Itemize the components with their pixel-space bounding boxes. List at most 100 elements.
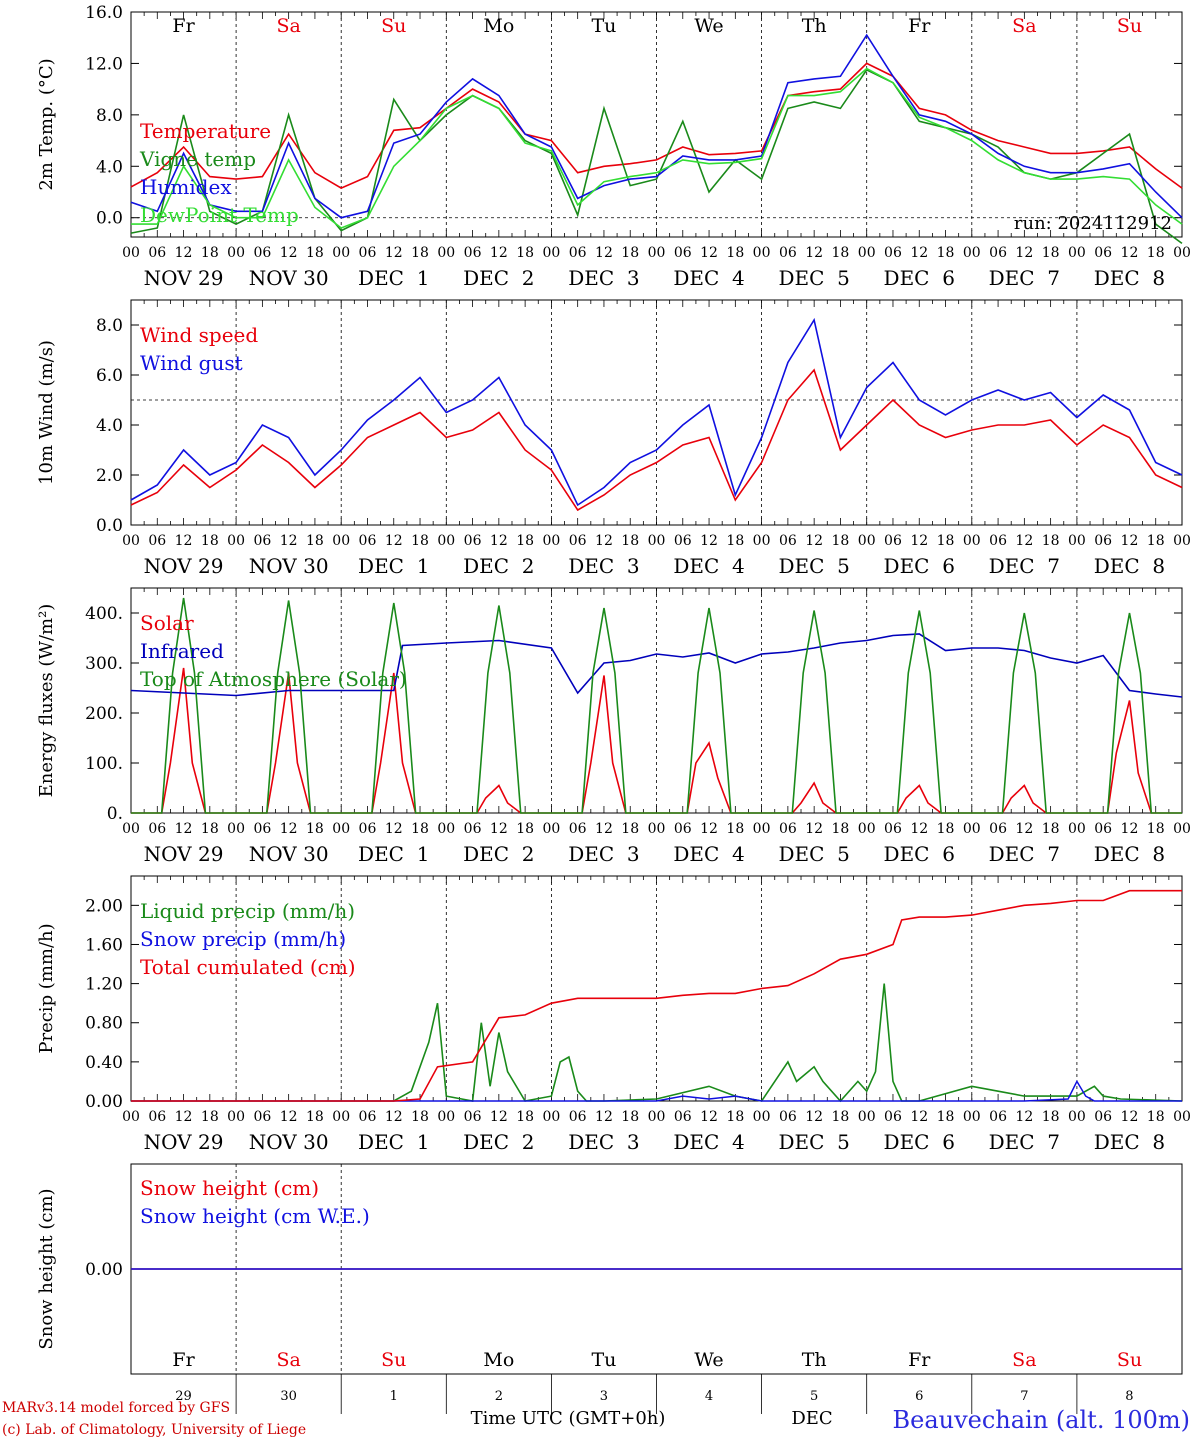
hour-tick-label: 12 xyxy=(910,533,928,549)
hour-tick-label: 12 xyxy=(385,533,403,549)
hour-tick-label: 18 xyxy=(516,1109,534,1125)
hour-tick-label: 06 xyxy=(464,533,482,549)
weekday-label: Su xyxy=(381,1349,406,1371)
hour-tick-label: 18 xyxy=(726,245,744,261)
hour-tick-label: 00 xyxy=(753,245,771,261)
weekday-label: Mo xyxy=(483,1349,514,1371)
hour-tick-label: 18 xyxy=(937,245,955,261)
hour-tick-label: 00 xyxy=(858,821,876,837)
series-line-vigne-temp xyxy=(130,68,1183,245)
y-axis-label: Energy fluxes (W/m²) xyxy=(36,604,57,798)
hour-tick-label: 18 xyxy=(306,1109,324,1125)
date-label: DEC 1 xyxy=(358,554,429,578)
hour-tick-label: 00 xyxy=(437,821,455,837)
legend-entry: Wind gust xyxy=(140,351,243,375)
hour-tick-label: 18 xyxy=(726,821,744,837)
series-line-wind-speed xyxy=(130,368,1183,512)
legend-entry: Wind speed xyxy=(140,323,258,347)
hour-tick-label: 06 xyxy=(779,533,797,549)
day-number-label: 3 xyxy=(600,1389,608,1404)
date-label: DEC 1 xyxy=(358,1130,429,1154)
panel-4: 0.00 0.40 0.80 1.20 1.60 2.00 Precip (mm/h) Liq… xyxy=(36,875,1191,1154)
hour-tick-label: 00 xyxy=(648,1109,666,1125)
hour-tick-label: 00 xyxy=(963,245,981,261)
hour-tick-label: 06 xyxy=(989,245,1007,261)
date-label: NOV 29 xyxy=(144,266,224,290)
date-label: NOV 30 xyxy=(249,842,329,866)
legend-entry: Snow height (cm W.E.) xyxy=(140,1204,370,1228)
series-line-dewpoint-temp xyxy=(131,67,1183,229)
hour-tick-label: 12 xyxy=(490,1109,508,1125)
date-label: DEC 4 xyxy=(673,1130,744,1154)
hour-tick-label: 12 xyxy=(805,821,823,837)
hour-tick-label: 12 xyxy=(1121,821,1139,837)
hour-tick-label: 12 xyxy=(700,821,718,837)
hour-tick-label: 06 xyxy=(884,533,902,549)
series-line-total-cumulated-cm- xyxy=(131,889,1182,1102)
day-number-label: 5 xyxy=(810,1389,818,1404)
date-label: DEC 2 xyxy=(463,554,534,578)
weekday-label: Th xyxy=(802,15,827,37)
hour-tick-label: 06 xyxy=(779,245,797,261)
hour-tick-label: 00 xyxy=(227,533,245,549)
hour-tick-label: 00 xyxy=(1068,245,1086,261)
y-tick-label: 12.0 xyxy=(85,54,123,74)
hour-tick-label: 06 xyxy=(674,533,692,549)
hour-tick-label: 18 xyxy=(832,1109,850,1125)
weekday-label: Su xyxy=(1117,15,1142,37)
hour-tick-label: 00 xyxy=(1068,821,1086,837)
legend-entry: Total cumulated (cm) xyxy=(140,955,356,979)
hour-tick-label: 12 xyxy=(700,245,718,261)
hour-tick-label: 18 xyxy=(201,1109,219,1125)
legend-entry: DewPoint Temp xyxy=(140,203,299,227)
weekday-label: Mo xyxy=(483,15,514,37)
weekday-label: Fr xyxy=(908,15,931,37)
date-label: DEC 1 xyxy=(358,266,429,290)
date-label: DEC 7 xyxy=(989,842,1060,866)
run-note: run: 2024112912 xyxy=(1014,213,1172,234)
hour-tick-label: 18 xyxy=(832,821,850,837)
hour-tick-label: 12 xyxy=(175,1109,193,1125)
day-number-label: 2 xyxy=(495,1389,503,1404)
hour-tick-label: 00 xyxy=(648,245,666,261)
hour-tick-label: 12 xyxy=(805,1109,823,1125)
hour-tick-label: 06 xyxy=(253,245,271,261)
hour-tick-label: 18 xyxy=(201,821,219,837)
hour-tick-label: 18 xyxy=(726,1109,744,1125)
date-label: DEC 5 xyxy=(778,842,849,866)
hour-tick-label: 12 xyxy=(910,821,928,837)
date-label: DEC 1 xyxy=(358,842,429,866)
hour-tick-label: 12 xyxy=(595,1109,613,1125)
hour-tick-label: 12 xyxy=(490,821,508,837)
hour-tick-label: 00 xyxy=(332,533,350,549)
hour-tick-label: 06 xyxy=(884,245,902,261)
hour-tick-label: 18 xyxy=(306,533,324,549)
hour-tick-label: 18 xyxy=(306,245,324,261)
hour-tick-label: 18 xyxy=(411,821,429,837)
date-label: DEC 8 xyxy=(1094,1130,1165,1154)
y-axis-label: 2m Temp. (°C) xyxy=(36,58,57,190)
y-axis-label: 10m Wind (m/s) xyxy=(36,340,57,485)
date-label: DEC 6 xyxy=(884,1130,955,1154)
hour-tick-label: 06 xyxy=(1094,1109,1112,1125)
hour-tick-label: 12 xyxy=(175,821,193,837)
hour-tick-label: 12 xyxy=(385,821,403,837)
hour-tick-label: 18 xyxy=(1042,245,1060,261)
hour-tick-label: 06 xyxy=(464,1109,482,1125)
day-number-label: 7 xyxy=(1020,1389,1028,1404)
date-label: DEC 7 xyxy=(989,266,1060,290)
hour-tick-label: 18 xyxy=(411,1109,429,1125)
hour-tick-label: 00 xyxy=(332,245,350,261)
legend-entry: Snow height (cm) xyxy=(140,1176,319,1200)
hour-tick-label: 12 xyxy=(805,245,823,261)
date-label: DEC 2 xyxy=(463,1130,534,1154)
hour-tick-label: 18 xyxy=(937,821,955,837)
date-label: DEC 8 xyxy=(1094,554,1165,578)
weekday-label: Th xyxy=(802,1349,827,1371)
hour-tick-label: 00 xyxy=(1173,245,1191,261)
date-label: DEC 6 xyxy=(884,554,955,578)
hour-tick-label: 12 xyxy=(1121,1109,1139,1125)
date-label: DEC 6 xyxy=(884,266,955,290)
weekday-label: Sa xyxy=(276,15,300,37)
